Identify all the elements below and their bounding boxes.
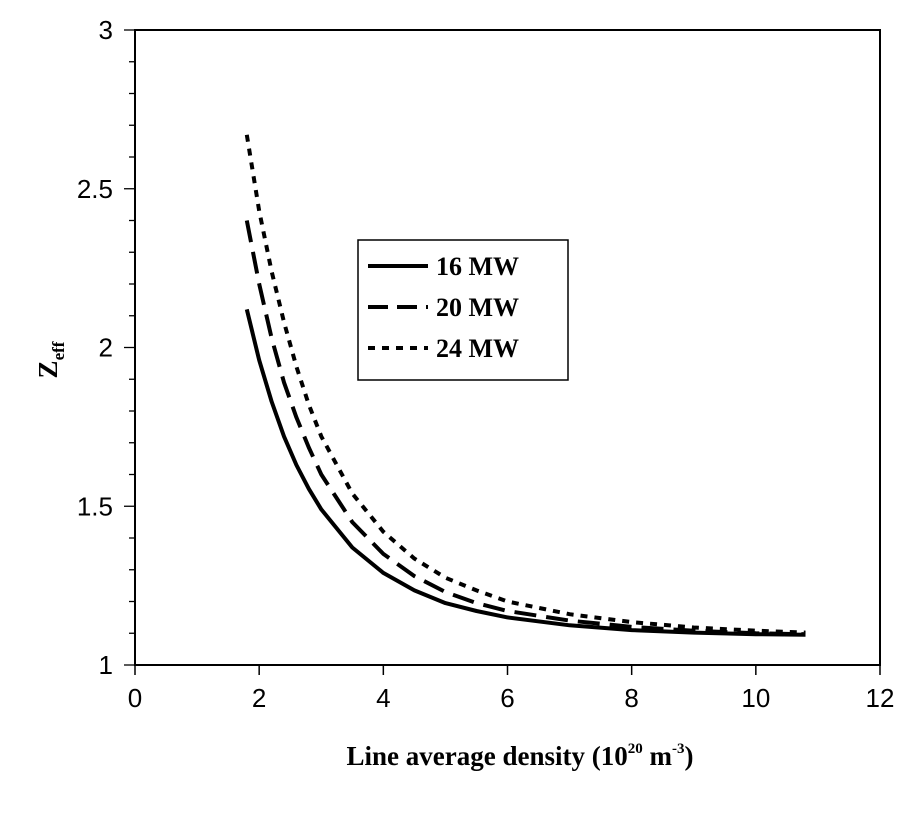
- y-tick-label: 3: [99, 15, 113, 45]
- x-axis-label-mid: m: [643, 741, 673, 771]
- y-axis-label: Zeff: [33, 341, 68, 378]
- x-tick-label: 8: [624, 683, 638, 713]
- legend: 16 MW 20 MW 24 MW: [357, 239, 569, 381]
- x-axis-label: Line average density (1020 m-3): [347, 741, 694, 771]
- x-tick-label: 6: [500, 683, 514, 713]
- y-axis-label-sub: eff: [49, 341, 68, 360]
- y-tick-label: 2: [99, 333, 113, 363]
- legend-label-16mw: 16 MW: [436, 252, 519, 281]
- x-axis-label-exp2: -3: [672, 741, 685, 757]
- series-lines: [244, 134, 806, 637]
- legend-label-20mw: 20 MW: [436, 293, 519, 322]
- x-tick-label: 2: [252, 683, 266, 713]
- y-axis-label-main: Z: [33, 360, 63, 378]
- x-axis-label-exp1: 20: [628, 741, 643, 757]
- y-tick-label: 1.5: [77, 491, 113, 521]
- series-line-20mw: [244, 220, 806, 637]
- legend-box: [357, 239, 569, 381]
- series-line-16mw: [244, 308, 806, 637]
- axis-ticks: 0 2 4 6 8 10 12 1 1.5 2 2.5 3: [77, 15, 895, 713]
- x-tick-label: 12: [866, 683, 895, 713]
- x-axis-label-main: Line average density (10: [347, 741, 628, 771]
- series-line-24mw: [244, 134, 806, 635]
- y-tick-label: 1: [99, 650, 113, 680]
- x-tick-label: 10: [741, 683, 770, 713]
- x-tick-label: 0: [128, 683, 142, 713]
- x-axis-label-end: ): [684, 741, 693, 771]
- y-tick-label: 2.5: [77, 174, 113, 204]
- legend-label-24mw: 24 MW: [436, 334, 519, 363]
- x-tick-label: 4: [376, 683, 390, 713]
